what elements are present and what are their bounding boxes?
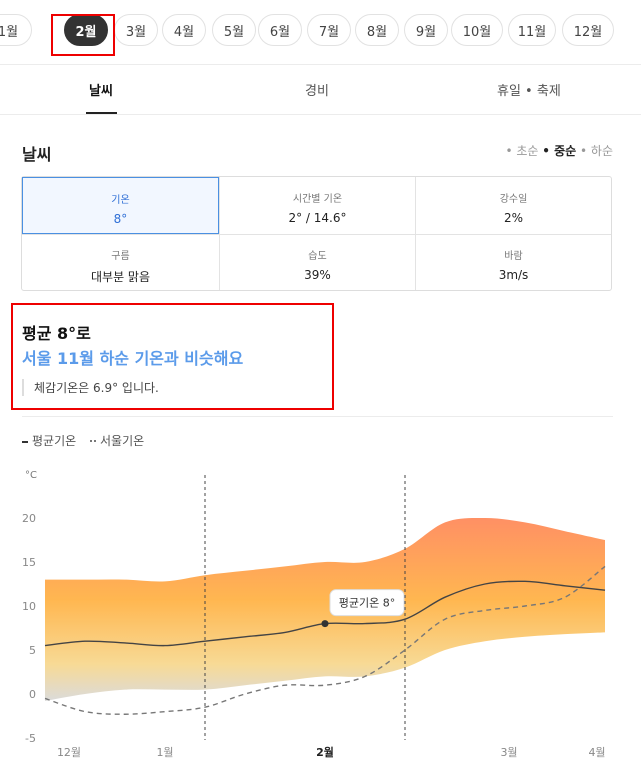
grid-divider [219, 177, 220, 290]
period-early[interactable]: • 초순 [505, 144, 539, 158]
month-9[interactable]: 9월 [404, 14, 448, 46]
stat-label: 습도 [308, 251, 327, 262]
month-2[interactable]: 2월 [64, 14, 108, 46]
temperature-chart: °C 20 15 10 5 0 -5 평균기온 8° 12월 1월 2월 3월 4월 [22, 470, 606, 759]
month-10[interactable]: 10월 [451, 14, 503, 46]
stat-rain-days: 강수일 2% [415, 177, 612, 234]
x-tick-label: 12월 [57, 746, 81, 759]
tab-expenses[interactable]: 경비 [305, 84, 329, 99]
grid-divider [22, 234, 611, 235]
divider [22, 416, 613, 417]
month-8[interactable]: 8월 [355, 14, 399, 46]
month-1[interactable]: 1월 [0, 14, 32, 46]
weather-title: 날씨 [22, 145, 52, 164]
stat-humidity: 습도 39% [219, 234, 416, 291]
stat-value: 39% [304, 268, 331, 282]
weather-stats-grid: 기온 8° 시간별 기온 2° / 14.6° 강수일 2% 구름 대부분 맑음… [21, 176, 612, 291]
month-5[interactable]: 5월 [212, 14, 256, 46]
selected-month-highlight [51, 14, 115, 56]
summary-comparison: 서울 11월 하순 기온과 비슷해요 [22, 349, 244, 368]
stat-temperature: 기온 8° [22, 177, 219, 234]
x-tick-label: 2월 [316, 745, 334, 759]
x-tick-label: 3월 [500, 746, 517, 759]
stat-value: 대부분 맑음 [90, 270, 150, 284]
y-tick-label: 15 [22, 556, 36, 569]
legend-solid-swatch [22, 440, 28, 443]
stat-hourly-temperature: 시간별 기온 2° / 14.6° [219, 177, 416, 234]
month-12[interactable]: 12월 [562, 14, 614, 46]
grid-divider [415, 177, 416, 290]
month-3[interactable]: 3월 [114, 14, 158, 46]
average-point [321, 620, 329, 628]
summary-highlight [11, 303, 334, 410]
legend-seoul: 서울기온 [100, 434, 145, 448]
tab-holidays-festivals[interactable]: 휴일 • 축제 [497, 84, 561, 99]
y-tick-label: 0 [29, 688, 36, 701]
period-mid[interactable]: • 중순 [542, 144, 577, 158]
active-tab-indicator [86, 112, 117, 114]
tab-bar: 날씨 경비 휴일 • 축제 [0, 66, 641, 115]
stat-label: 바람 [504, 251, 523, 262]
chart-legend: 평균기온 서울기온 [22, 432, 144, 449]
x-tick-label: 4월 [588, 746, 605, 759]
stat-wind: 바람 3m/s [415, 234, 612, 291]
temperature-range-band [45, 517, 605, 702]
stat-value: 2° / 14.6° [288, 211, 347, 225]
period-late[interactable]: • 하순 [580, 144, 613, 158]
legend-dotted-swatch [90, 439, 96, 444]
y-axis-unit: °C [25, 470, 37, 481]
month-11[interactable]: 11월 [508, 14, 556, 46]
series-seoul-line [44, 565, 606, 715]
stat-label: 시간별 기온 [292, 194, 343, 205]
stat-value: 3m/s [498, 268, 529, 282]
tooltip-box [329, 589, 405, 617]
stat-value: 8° [113, 212, 128, 226]
stat-clouds: 구름 대부분 맑음 [22, 234, 219, 291]
period-filter: • 초순 • 중순 • 하순 [505, 142, 613, 159]
x-tick-label: 1월 [156, 746, 173, 759]
month-6[interactable]: 6월 [258, 14, 302, 46]
month-7[interactable]: 7월 [307, 14, 351, 46]
stat-label: 강수일 [499, 194, 528, 205]
summary-average: 평균 8°로 [22, 324, 91, 343]
y-tick-label: 10 [22, 600, 36, 613]
month-selector: 1월 2월 3월 4월 5월 6월 7월 8월 9월 10월 11월 12월 [0, 0, 641, 65]
y-tick-label: 5 [29, 644, 36, 657]
tooltip-text: 평균기온 8° [339, 597, 395, 610]
y-tick-label: 20 [22, 512, 36, 525]
tab-weather[interactable]: 날씨 [89, 84, 113, 99]
stat-value: 2% [503, 211, 524, 225]
summary-feels-like: 체감기온은 6.9° 입니다. [22, 379, 159, 396]
y-tick-label: -5 [25, 732, 36, 745]
stat-label: 구름 [111, 251, 130, 262]
legend-average: 평균기온 [32, 434, 77, 448]
month-4[interactable]: 4월 [162, 14, 206, 46]
stat-label: 기온 [111, 195, 130, 206]
